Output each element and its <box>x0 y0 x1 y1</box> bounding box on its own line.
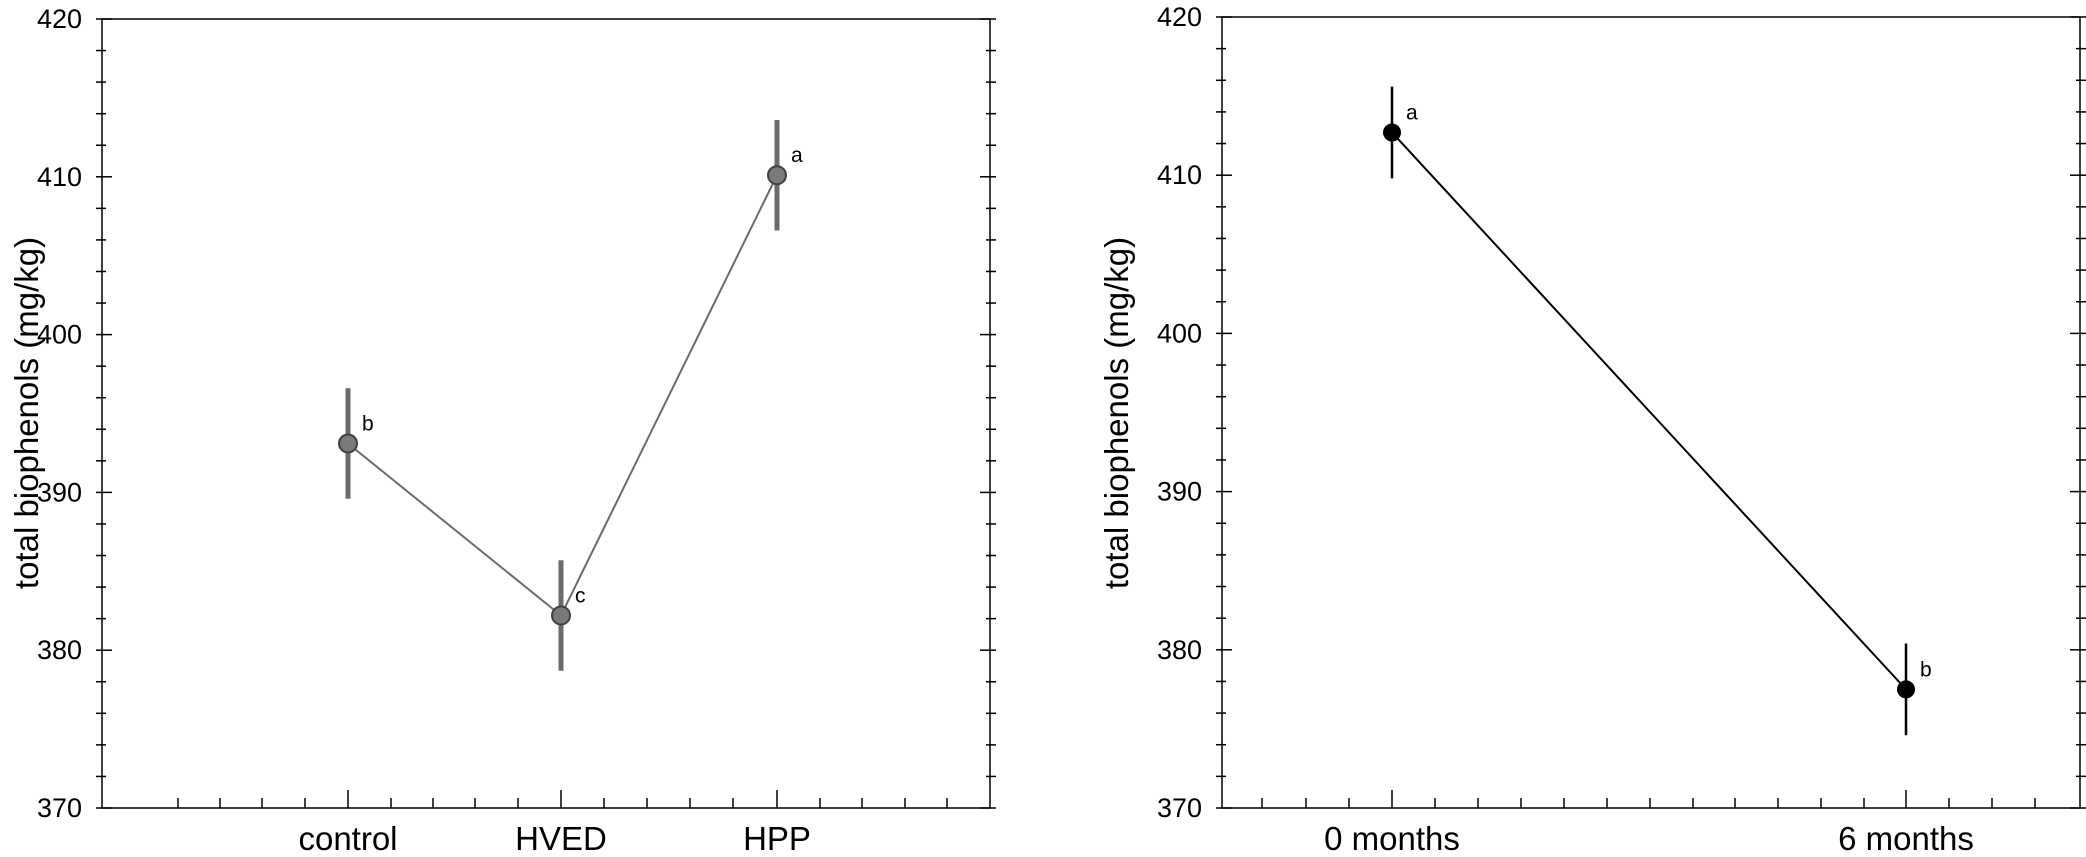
data-point <box>1383 123 1401 142</box>
y-tick-label: 410 <box>37 162 82 192</box>
chart-panel-right: 370 380 390 400 410 420 total biophenols (mg/k… <box>1098 2 2086 857</box>
x-tick-label: HPP <box>743 820 811 857</box>
x-tick-label: 6 months <box>1838 820 1974 857</box>
y-axis-label: total biophenols (mg/kg) <box>8 237 45 589</box>
data-point <box>338 433 358 454</box>
series-line <box>347 174 778 618</box>
y-tick-label: 400 <box>37 320 82 350</box>
y-tick-label: 420 <box>37 4 82 34</box>
y-tick-label: 390 <box>1157 477 1202 507</box>
significance-letter: a <box>791 144 803 167</box>
significance-letter: a <box>1406 101 1418 124</box>
data-point <box>1897 680 1915 699</box>
significance-letter: b <box>1920 658 1932 681</box>
y-tick-label: 410 <box>1157 160 1202 190</box>
data-point <box>767 165 787 186</box>
chart-panel-left: 370 380 390 400 410 420 total biophenols (mg/k… <box>8 4 996 857</box>
y-tick-label: 370 <box>1157 793 1202 823</box>
x-tick-label: HVED <box>515 820 607 857</box>
data-point <box>551 605 571 626</box>
y-tick-label: 370 <box>37 793 82 823</box>
y-tick-label: 380 <box>37 635 82 665</box>
y-axis-label: total biophenols (mg/kg) <box>1098 237 1135 589</box>
y-tick-label: 420 <box>1157 2 1202 32</box>
significance-letter: b <box>362 412 374 435</box>
x-tick-label: 0 months <box>1324 820 1460 857</box>
x-tick-label: control <box>298 820 397 857</box>
plot-frame <box>1221 16 2081 809</box>
significance-letter: c <box>575 584 586 607</box>
series-line <box>1391 131 1907 691</box>
y-tick-label: 380 <box>1157 635 1202 665</box>
y-tick-label: 400 <box>1157 318 1202 348</box>
plot-frame <box>101 18 991 809</box>
y-tick-label: 390 <box>37 477 82 507</box>
